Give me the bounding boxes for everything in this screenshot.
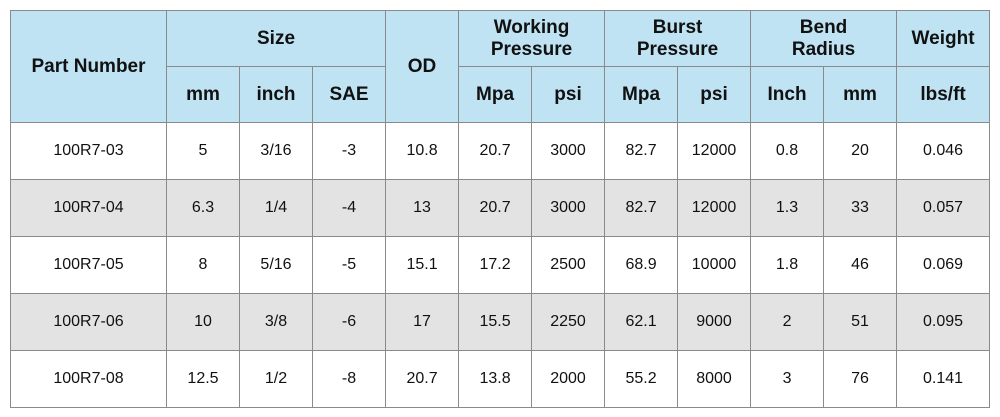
header-weight: Weight xyxy=(896,10,991,67)
header-bend-radius: Bend Radius xyxy=(750,10,898,67)
cell-size-sae: -3 xyxy=(311,122,387,180)
cell-weight: 0.095 xyxy=(896,293,991,351)
cell-wp-mpa: 20.7 xyxy=(458,179,533,237)
cell-part-number: 100R7-05 xyxy=(10,236,167,294)
cell-wp-psi: 2500 xyxy=(531,236,606,294)
cell-part-number: 100R7-06 xyxy=(10,293,167,351)
cell-size-mm: 12.5 xyxy=(166,350,240,408)
cell-size-mm: 6.3 xyxy=(166,179,240,237)
header-working-pressure-line1: Working xyxy=(493,16,570,38)
cell-bp-mpa: 82.7 xyxy=(604,122,679,180)
cell-wp-psi: 2250 xyxy=(531,293,606,351)
cell-size-inch: 1/4 xyxy=(239,179,313,237)
cell-bp-psi: 8000 xyxy=(677,350,752,408)
subheader-bp-psi: psi xyxy=(677,66,752,123)
hose-spec-table: Part Number Size OD Working Pressure Burs… xyxy=(10,10,991,408)
header-working-pressure: Working Pressure xyxy=(458,10,606,67)
cell-size-mm: 5 xyxy=(166,122,240,180)
cell-bp-psi: 12000 xyxy=(677,122,752,180)
cell-size-inch: 3/8 xyxy=(239,293,313,351)
subheader-wp-psi: psi xyxy=(531,66,606,123)
cell-wp-psi: 3000 xyxy=(531,122,606,180)
cell-size-mm: 10 xyxy=(166,293,240,351)
cell-br-inch: 1.8 xyxy=(750,236,825,294)
header-od: OD xyxy=(385,10,460,123)
cell-wp-mpa: 20.7 xyxy=(458,122,533,180)
cell-br-inch: 2 xyxy=(750,293,825,351)
cell-size-sae: -5 xyxy=(311,236,387,294)
cell-weight: 0.141 xyxy=(896,350,991,408)
cell-weight: 0.069 xyxy=(896,236,991,294)
cell-br-inch: 0.8 xyxy=(750,122,825,180)
subheader-br-inch: Inch xyxy=(750,66,825,123)
cell-od: 10.8 xyxy=(385,122,460,180)
cell-wp-mpa: 13.8 xyxy=(458,350,533,408)
table-row: 100R7-03 5 3/16 -3 10.8 20.7 3000 82.7 1… xyxy=(10,122,991,180)
cell-size-sae: -8 xyxy=(311,350,387,408)
cell-size-mm: 8 xyxy=(166,236,240,294)
subheader-bp-mpa: Mpa xyxy=(604,66,679,123)
header-burst-pressure: Burst Pressure xyxy=(604,10,752,67)
cell-bp-mpa: 55.2 xyxy=(604,350,679,408)
cell-br-mm: 33 xyxy=(823,179,898,237)
cell-br-mm: 20 xyxy=(823,122,898,180)
cell-br-inch: 1.3 xyxy=(750,179,825,237)
table-row: 100R7-04 6.3 1/4 -4 13 20.7 3000 82.7 12… xyxy=(10,179,991,237)
header-size: Size xyxy=(165,10,387,67)
cell-wp-psi: 3000 xyxy=(531,179,606,237)
subheader-size-sae: SAE xyxy=(311,66,387,123)
cell-od: 13 xyxy=(385,179,460,237)
header-bend-radius-line1: Bend xyxy=(799,16,848,38)
header-working-pressure-line2: Pressure xyxy=(490,38,573,60)
cell-od: 15.1 xyxy=(385,236,460,294)
cell-part-number: 100R7-08 xyxy=(10,350,167,408)
cell-wp-mpa: 17.2 xyxy=(458,236,533,294)
cell-size-sae: -6 xyxy=(311,293,387,351)
cell-size-inch: 5/16 xyxy=(239,236,313,294)
cell-bp-psi: 12000 xyxy=(677,179,752,237)
cell-part-number: 100R7-04 xyxy=(10,179,167,237)
cell-bp-mpa: 82.7 xyxy=(604,179,679,237)
cell-size-inch: 1/2 xyxy=(239,350,313,408)
cell-weight: 0.057 xyxy=(896,179,991,237)
header-bend-radius-line2: Radius xyxy=(791,38,856,60)
table-row: 100R7-08 12.5 1/2 -8 20.7 13.8 2000 55.2… xyxy=(10,350,991,408)
subheader-br-mm: mm xyxy=(823,66,898,123)
cell-od: 17 xyxy=(385,293,460,351)
spec-table-container: Part Number Size OD Working Pressure Burs… xyxy=(10,10,991,408)
cell-part-number: 100R7-03 xyxy=(10,122,167,180)
cell-bp-mpa: 62.1 xyxy=(604,293,679,351)
cell-weight: 0.046 xyxy=(896,122,991,180)
table-row: 100R7-05 8 5/16 -5 15.1 17.2 2500 68.9 1… xyxy=(10,236,991,294)
cell-od: 20.7 xyxy=(385,350,460,408)
cell-br-mm: 76 xyxy=(823,350,898,408)
subheader-size-mm: mm xyxy=(166,66,240,123)
cell-bp-psi: 9000 xyxy=(677,293,752,351)
cell-br-mm: 46 xyxy=(823,236,898,294)
cell-bp-mpa: 68.9 xyxy=(604,236,679,294)
header-burst-pressure-line2: Pressure xyxy=(636,38,719,60)
cell-size-sae: -4 xyxy=(311,179,387,237)
cell-bp-psi: 10000 xyxy=(677,236,752,294)
table-row: 100R7-06 10 3/8 -6 17 15.5 2250 62.1 900… xyxy=(10,293,991,351)
subheader-weight-lbs-ft: lbs/ft xyxy=(896,66,991,123)
cell-wp-mpa: 15.5 xyxy=(458,293,533,351)
subheader-wp-mpa: Mpa xyxy=(458,66,533,123)
header-burst-pressure-line1: Burst xyxy=(652,16,703,38)
cell-wp-psi: 2000 xyxy=(531,350,606,408)
cell-br-inch: 3 xyxy=(750,350,825,408)
cell-size-inch: 3/16 xyxy=(239,122,313,180)
cell-br-mm: 51 xyxy=(823,293,898,351)
subheader-size-inch: inch xyxy=(239,66,313,123)
header-part-number: Part Number xyxy=(10,10,167,123)
